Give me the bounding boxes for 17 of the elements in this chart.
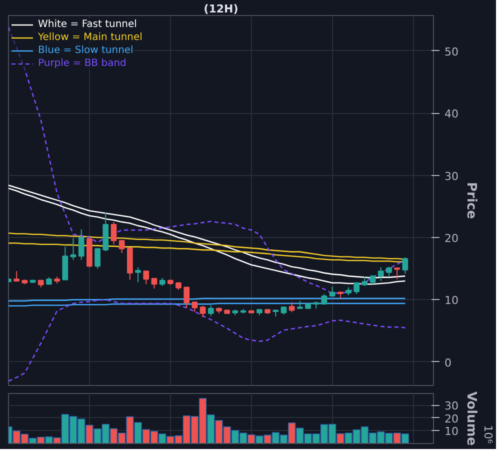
legend-label: Purple = BB band bbox=[38, 58, 126, 69]
chart-title: (12H) bbox=[204, 2, 238, 16]
y-tick-label: 50 bbox=[444, 45, 458, 58]
y-tick-label: 10 bbox=[444, 425, 458, 438]
legend-label: Blue = Slow tunnel bbox=[38, 45, 134, 56]
y-tick-label: 30 bbox=[444, 400, 458, 413]
y-axis-title: Price bbox=[463, 182, 478, 220]
text: 10⁶ bbox=[482, 425, 494, 444]
y-tick-label: 0 bbox=[444, 356, 452, 370]
y-tick-label: 20 bbox=[444, 412, 458, 426]
legend-label: White = Fast tunnel bbox=[38, 19, 137, 30]
y-tick-label: 20 bbox=[444, 232, 458, 245]
y-tick-label: 30 bbox=[444, 170, 458, 183]
y-tick-label: 10 bbox=[444, 294, 458, 308]
legend-label: Yellow = Main tunnel bbox=[38, 32, 142, 43]
y-axis-title: Volume bbox=[463, 391, 478, 446]
y-tick-label: 40 bbox=[444, 108, 458, 121]
